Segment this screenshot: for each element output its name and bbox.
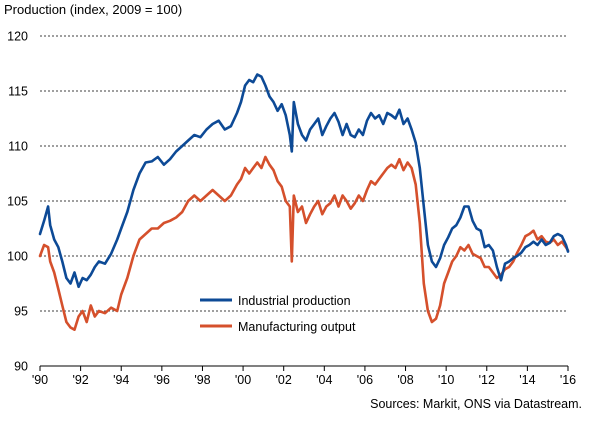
x-tick-label-2010: '10 [438, 373, 454, 387]
x-tick-label-2000: '00 [235, 373, 251, 387]
series-lines [38, 73, 570, 332]
x-tick-label-1990: '90 [32, 373, 48, 387]
x-tick-label-1992: '92 [72, 373, 88, 387]
y-tick-labels: 90 95 100 105 110 115 120 [7, 30, 28, 374]
x-tick-label-2008: '08 [397, 373, 413, 387]
y-tick-label-115: 115 [8, 85, 28, 99]
x-tick-label-1994: '94 [113, 373, 129, 387]
x-tick-label-1998: '98 [194, 373, 210, 387]
legend: Industrial production Manufacturing outp… [200, 294, 356, 334]
y-tick-label-90: 90 [14, 360, 28, 374]
x-tick-label-2002: '02 [276, 373, 292, 387]
x-tick-label-2004: '04 [316, 373, 332, 387]
series-line-industrial-production [38, 73, 570, 289]
x-axis: '90 '92 '94 '96 '98 '00 '02 '04 '06 '08 '10 '12 '14 '… [32, 365, 576, 387]
y-tick-label-120: 120 [7, 30, 28, 44]
x-tick-label-2006: '06 [357, 373, 373, 387]
y-axis-title: Production (index, 2009 = 100) [4, 2, 183, 17]
source-note: Sources: Markit, ONS via Datastream. [370, 397, 582, 411]
legend-label-manufacturing-output: Manufacturing output [238, 320, 356, 334]
y-tick-label-105: 105 [7, 195, 28, 209]
legend-label-industrial-production: Industrial production [238, 294, 351, 308]
x-tick-label-1996: '96 [154, 373, 170, 387]
series-line-manufacturing-output [38, 155, 570, 332]
y-tick-label-100: 100 [7, 250, 28, 264]
x-tick-label-2016: '16 [560, 373, 576, 387]
x-tick-label-2012: '12 [479, 373, 495, 387]
x-tick-label-2014: '14 [519, 373, 535, 387]
y-tick-label-95: 95 [14, 305, 28, 319]
y-tick-label-110: 110 [8, 140, 28, 154]
gridlines [40, 35, 568, 312]
